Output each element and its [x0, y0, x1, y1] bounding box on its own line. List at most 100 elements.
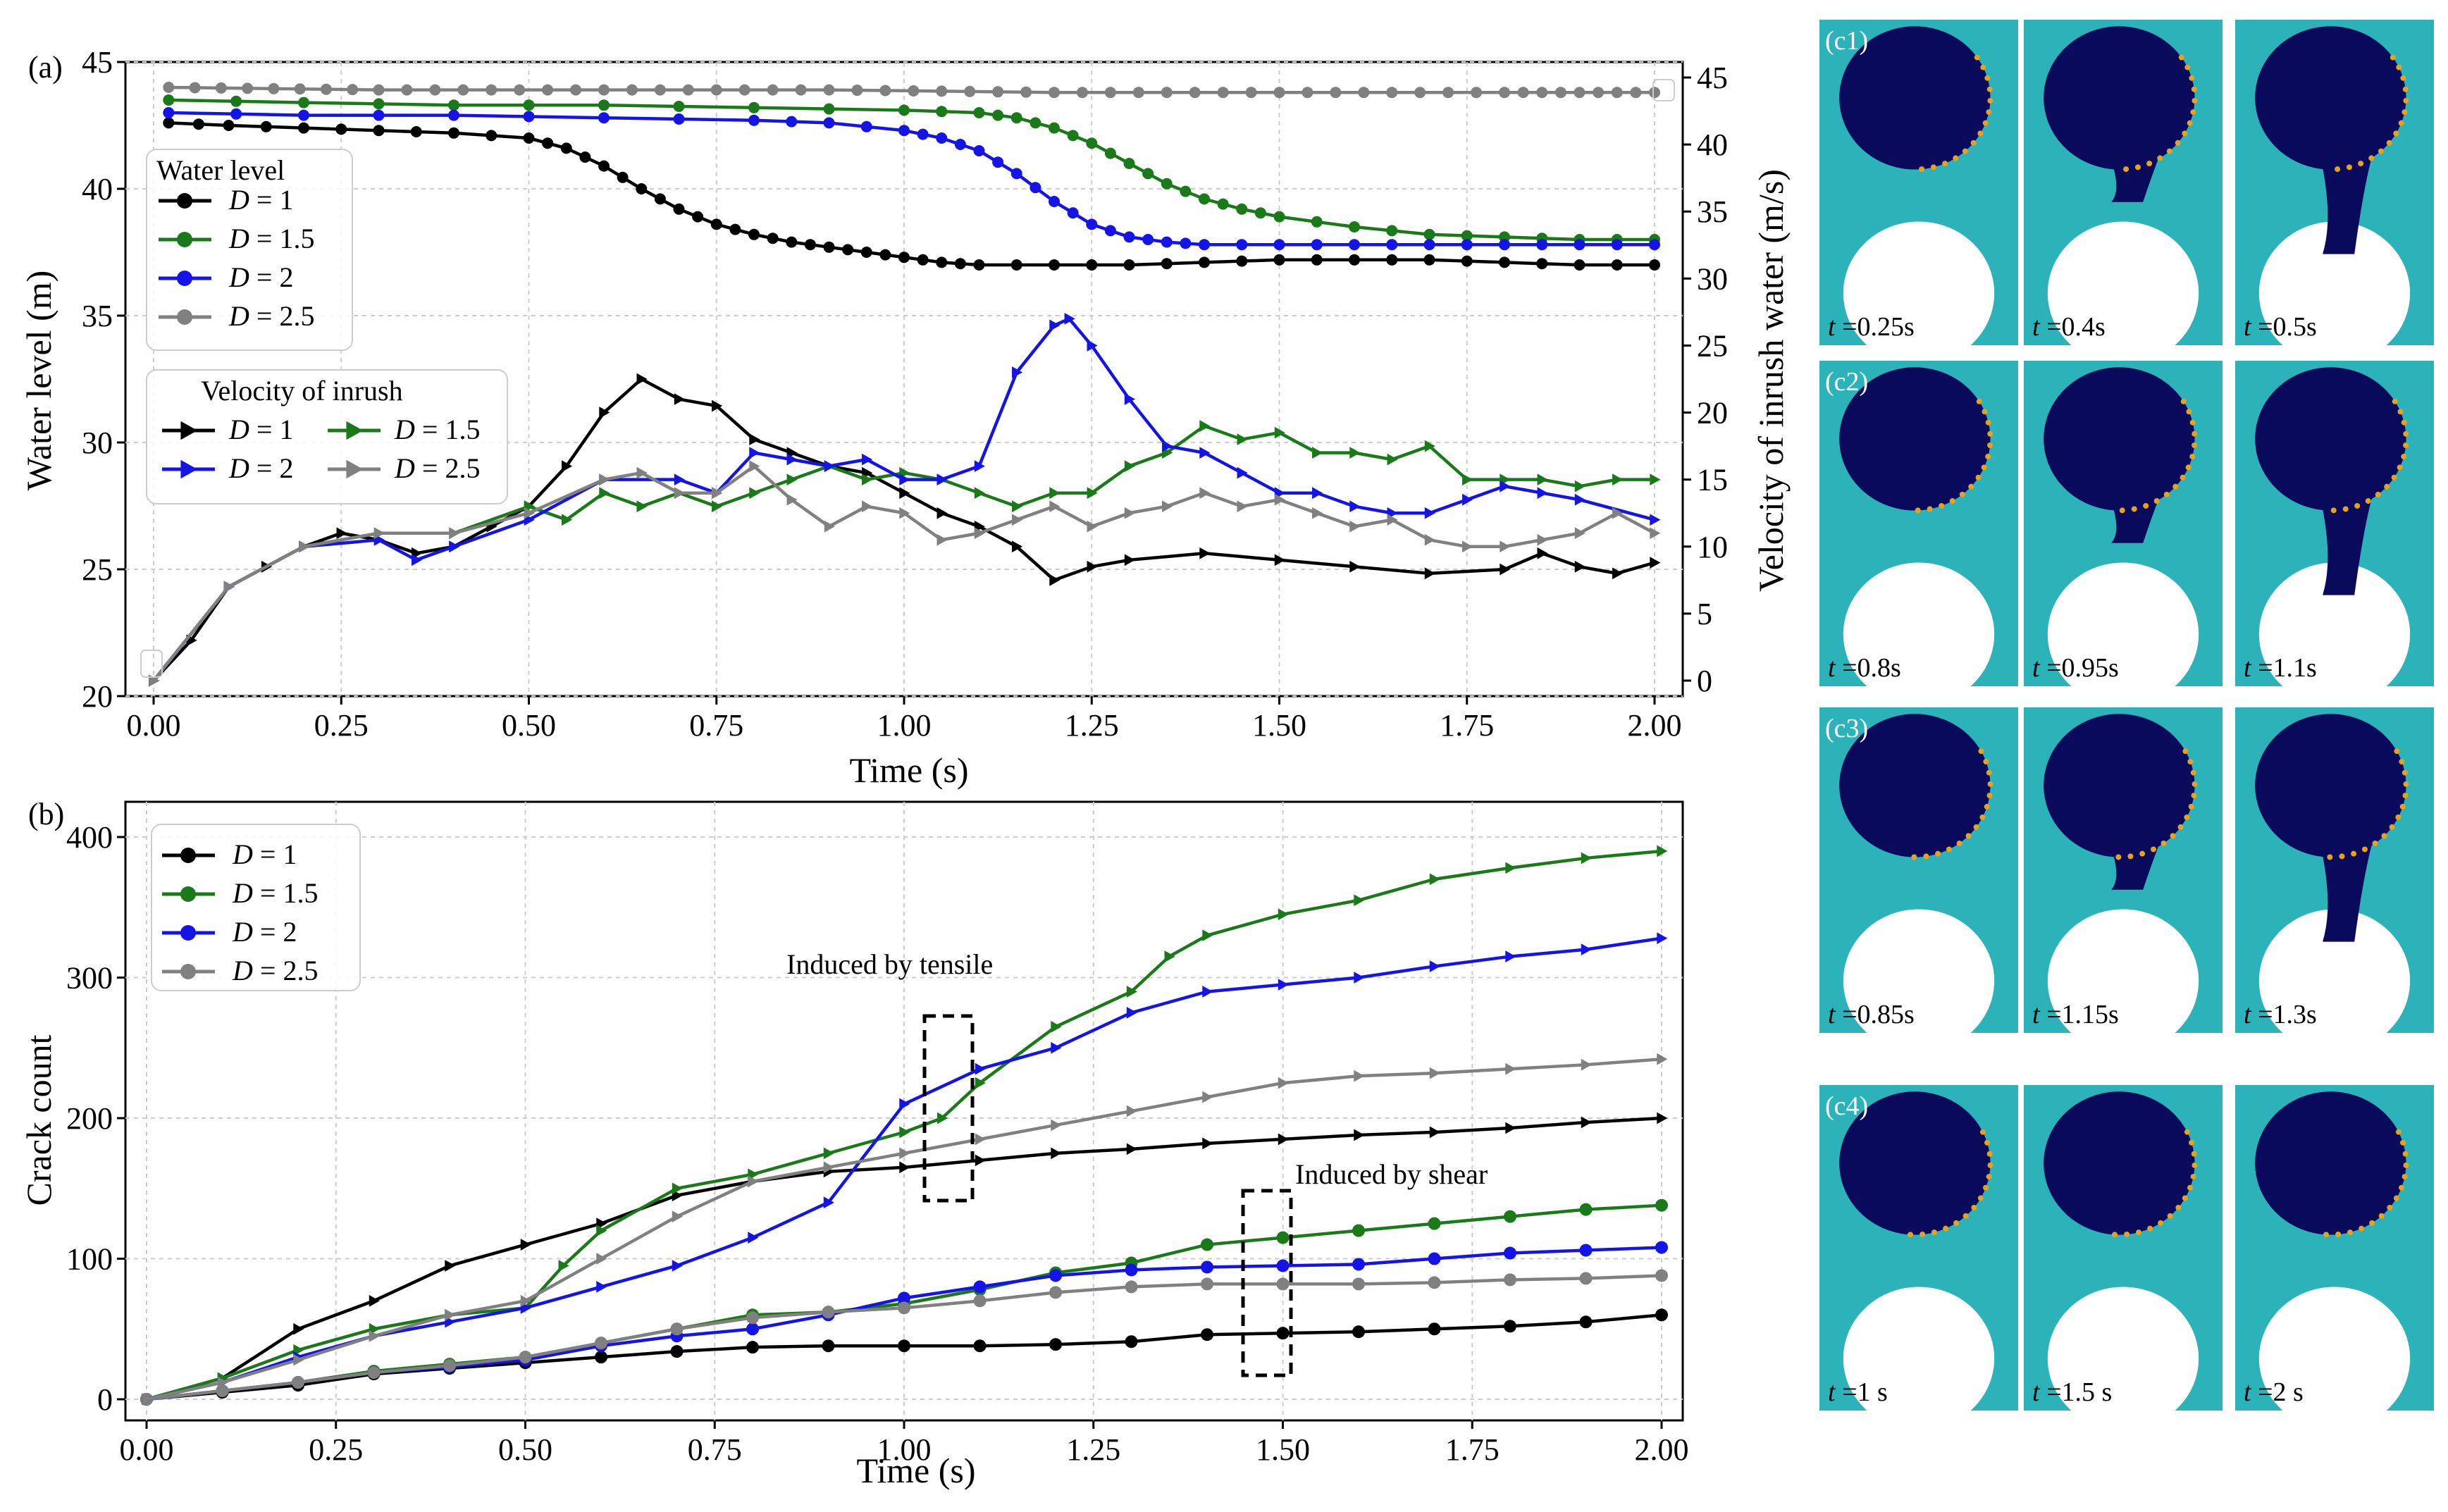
- x-tick-label: 0.75: [688, 1432, 742, 1467]
- panel-b-ticks: 0.00 0.25 0.50 0.75 1.00 1.25 1.50 1.75 2.00 0 100…: [66, 820, 1689, 1467]
- crack-marker: [1981, 464, 1987, 471]
- crack-marker: [1908, 1232, 1914, 1238]
- crack-shear-d-1-5-point: [1352, 1224, 1365, 1237]
- crack-marker: [2186, 409, 2192, 415]
- lower-cavity: [1843, 221, 1995, 365]
- velocity-d-1-point: [1049, 574, 1061, 586]
- crack-shear-d-2-5-point: [973, 1294, 987, 1308]
- water-level-d-2-5-point: [851, 85, 863, 97]
- panel-a-ylabel-right: Velocity of inrush water (m/s): [1751, 169, 1791, 592]
- water-level-d-2-5-point: [1076, 87, 1088, 99]
- crack-tensile-d-2-point: [596, 1281, 607, 1293]
- crack-marker: [2395, 814, 2401, 821]
- water-level-d-2-5-point: [1554, 87, 1566, 99]
- crack-marker: [2184, 814, 2190, 821]
- crack-shear-d-2-point: [1655, 1241, 1668, 1254]
- water-level-d-2-5-point: [320, 83, 332, 95]
- crack-marker: [2401, 1174, 2408, 1180]
- crack-tensile-d-1-point: [975, 1154, 986, 1167]
- crack-shear-d-2-5-point: [746, 1311, 759, 1325]
- lower-cavity: [2258, 909, 2411, 1053]
- crack-shear-d-2-5-point: [595, 1337, 607, 1350]
- crack-marker: [2190, 1174, 2196, 1180]
- crack-tensile-d-1-point: [1051, 1147, 1062, 1160]
- velocity-d-2-point: [1500, 480, 1511, 492]
- water-level-d-1-5-point: [1217, 198, 1229, 210]
- legend-water-title: Water level: [156, 154, 285, 186]
- crack-marker: [1949, 498, 1955, 504]
- water-level-d-2-5-point: [738, 84, 750, 96]
- crack-shear-d-1-point: [1428, 1322, 1441, 1336]
- velocity-d-2-5-point: [1087, 520, 1098, 533]
- water-level-d-2-5-point: [1593, 87, 1605, 99]
- crack-tensile-d-2-5-point: [1126, 1105, 1137, 1117]
- water-level-d-2-5-point: [1414, 87, 1426, 99]
- crack-shear-d-1-5-point: [1276, 1231, 1290, 1244]
- velocity-d-2-5-point: [1162, 500, 1173, 513]
- water-level-d-1-point: [486, 130, 497, 142]
- velocity-d-1-point: [749, 433, 760, 445]
- velocity-d-1-line: [152, 377, 1655, 682]
- snapshot-time: t =1.5 s: [2032, 1377, 2112, 1407]
- crack-tensile-d-2-point: [1429, 960, 1440, 972]
- crack-marker: [2395, 1129, 2401, 1135]
- crack-shear-d-2-point: [1504, 1246, 1516, 1260]
- water-level-d-1-point: [1499, 256, 1510, 268]
- crack-tensile-d-1-point: [1278, 1133, 1289, 1146]
- crack-marker: [2184, 64, 2191, 70]
- crack-marker: [1962, 1213, 1969, 1219]
- water-level-d-2-5-point: [570, 84, 582, 96]
- inrush-plume: [2107, 824, 2168, 890]
- water-level-d-2-point: [917, 128, 929, 140]
- crack-tensile-d-1-point: [1202, 1137, 1213, 1150]
- velocity-d-2-5-point: [862, 500, 873, 513]
- velocity-d-1-5-point: [749, 487, 760, 500]
- water-level-d-2: [163, 107, 1660, 251]
- water-level-d-1-5-point: [230, 95, 242, 107]
- water-level-d-1-point: [1010, 259, 1022, 271]
- crack-shear-d-2-point: [1125, 1263, 1138, 1277]
- velocity-d-1-point: [1012, 540, 1023, 553]
- water-level-d-2-point: [936, 132, 948, 144]
- crack-tensile-d-2-5-point: [1429, 1067, 1440, 1079]
- water-level-d-2-5-point: [1630, 87, 1642, 99]
- water-level-d-1-point: [523, 132, 535, 144]
- water-level-d-1-5-point: [1254, 207, 1266, 219]
- velocity-d-1-point: [1424, 567, 1435, 580]
- crack-marker: [1983, 758, 1989, 764]
- crack-marker: [2372, 840, 2378, 846]
- snapshot-time: t =0.95s: [2032, 653, 2119, 683]
- water-level-d-2-5-point: [215, 82, 227, 94]
- water-level-d-2-5-point: [1273, 87, 1285, 99]
- crack-tensile-d-1-5-point: [672, 1182, 683, 1195]
- water-level-d-1-5-point: [1386, 225, 1398, 237]
- water-level-d-2-5-point: [347, 84, 359, 96]
- legend-swatch-marker: [177, 193, 192, 209]
- water-body: [2044, 26, 2195, 170]
- x-tick-label: 1.50: [1256, 1432, 1310, 1467]
- crack-shear-d-2-point: [746, 1322, 759, 1336]
- water-level-d-1-5-point: [1104, 147, 1116, 159]
- crack-tensile-d-1-5-point: [1202, 929, 1213, 942]
- water-level-d-2-point: [898, 125, 910, 137]
- water-level-d-1-5-point: [1161, 178, 1173, 190]
- velocity-d-2-point: [1049, 319, 1061, 332]
- tensile-region-box: [922, 1014, 975, 1203]
- crack-marker: [1943, 1225, 1949, 1232]
- crack-marker: [2192, 442, 2198, 449]
- legend-water-level: Water level D = 1 D = 1.5 D = 2 D = 2.5: [146, 149, 353, 351]
- snapshot-time: t =1.3s: [2244, 1000, 2317, 1029]
- crack-shear-d-2-5-point: [519, 1351, 532, 1364]
- water-level-d-2-5-point: [1471, 87, 1483, 99]
- crack-marker: [1984, 803, 1990, 810]
- velocity-d-2-5-point: [1574, 527, 1585, 540]
- water-level-d-1-5-point: [898, 104, 910, 116]
- x-tick-label: 1.75: [1445, 1432, 1500, 1467]
- crack-tensile-d-2-point: [1354, 972, 1365, 984]
- velocity-d-2-5-point: [749, 460, 760, 473]
- water-level-d-2-point: [1649, 239, 1660, 251]
- water-level-d-1-point: [710, 218, 722, 230]
- water-level-d-2-5-point: [1020, 86, 1032, 98]
- marker-box: [140, 650, 163, 678]
- crack-shear-d-2-5-point: [216, 1384, 229, 1398]
